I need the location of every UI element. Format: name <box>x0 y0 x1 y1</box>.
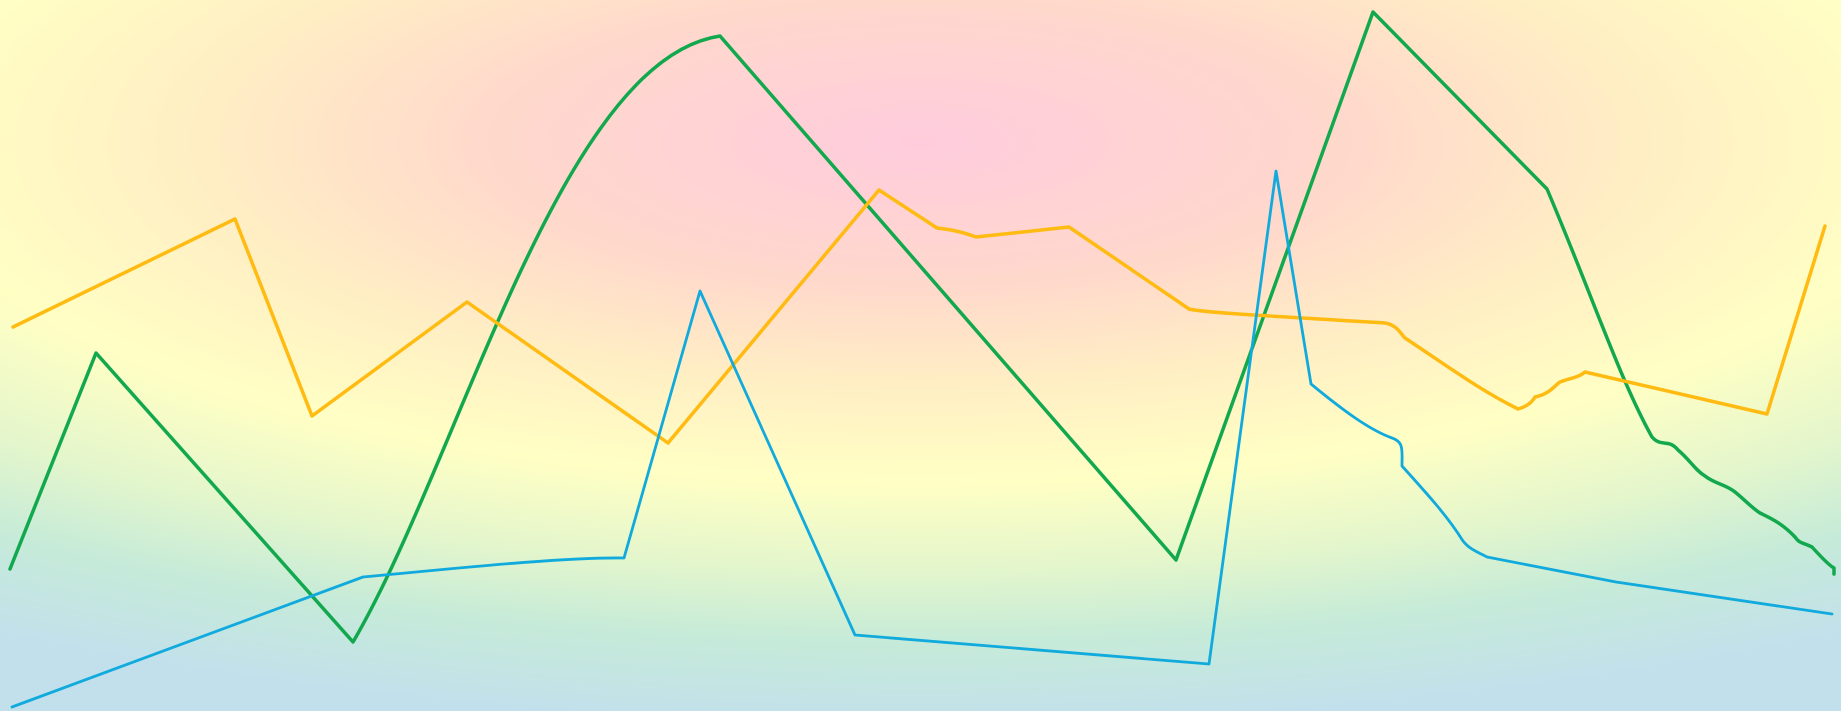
blue-line <box>10 169 1834 709</box>
orange-line <box>11 188 1827 445</box>
green-line <box>8 10 1836 644</box>
